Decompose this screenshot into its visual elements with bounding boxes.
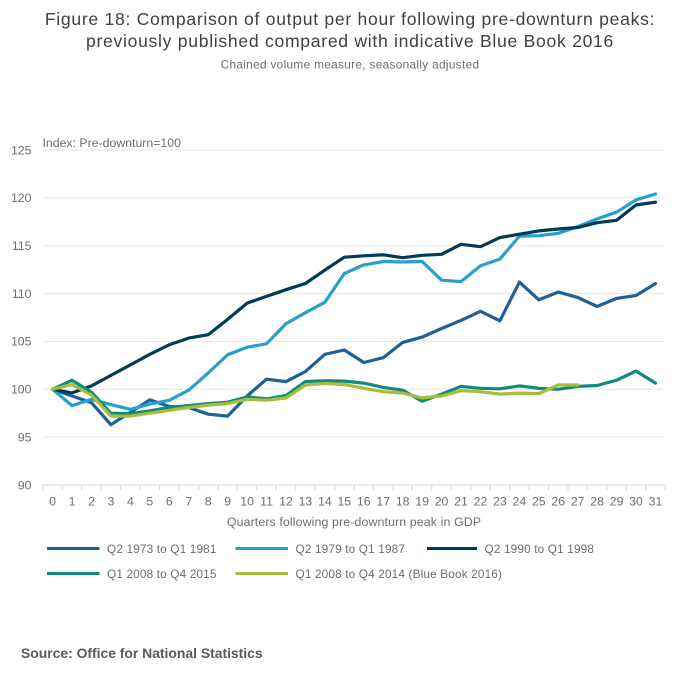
svg-text:14: 14	[318, 495, 332, 509]
svg-text:12: 12	[279, 495, 293, 509]
svg-text:Quarters following pre-downtur: Quarters following pre-downturn peak in …	[227, 515, 481, 529]
svg-text:29: 29	[610, 495, 624, 509]
svg-text:23: 23	[493, 495, 507, 509]
svg-text:21: 21	[454, 495, 468, 509]
svg-text:28: 28	[590, 495, 604, 509]
svg-text:125: 125	[11, 143, 32, 157]
svg-text:8: 8	[205, 495, 212, 509]
svg-text:19: 19	[415, 495, 429, 509]
svg-text:120: 120	[11, 191, 32, 205]
svg-text:4: 4	[127, 495, 134, 509]
svg-text:30: 30	[629, 495, 643, 509]
svg-text:24: 24	[513, 495, 527, 509]
svg-text:9: 9	[224, 495, 231, 509]
svg-text:17: 17	[376, 495, 390, 509]
svg-text:Q2 1979 to Q1 1987: Q2 1979 to Q1 1987	[296, 542, 406, 556]
svg-text:previously published compared: previously published compared with indic…	[86, 31, 614, 51]
svg-text:22: 22	[474, 495, 488, 509]
svg-text:10: 10	[240, 495, 254, 509]
svg-text:0: 0	[49, 495, 56, 509]
svg-text:Figure 18: Comparison of outpu: Figure 18: Comparison of output per hour…	[45, 9, 655, 29]
svg-text:Q1 2008 to Q4 2014 (Blue Book: Q1 2008 to Q4 2014 (Blue Book 2016)	[296, 567, 503, 581]
svg-text:Index: Pre-downturn=100: Index: Pre-downturn=100	[43, 136, 182, 150]
svg-text:13: 13	[299, 495, 313, 509]
svg-text:95: 95	[18, 430, 32, 444]
svg-text:7: 7	[185, 495, 192, 509]
svg-text:110: 110	[12, 287, 32, 301]
svg-text:Q1 2008 to Q4 2015: Q1 2008 to Q4 2015	[107, 567, 217, 581]
svg-text:27: 27	[571, 495, 585, 509]
svg-text:20: 20	[435, 495, 449, 509]
svg-text:2: 2	[88, 495, 95, 509]
svg-text:15: 15	[337, 495, 351, 509]
svg-text:100: 100	[11, 383, 32, 397]
svg-text:11: 11	[260, 495, 273, 509]
svg-text:Chained volume measure, season: Chained volume measure, seasonally adjus…	[221, 58, 480, 72]
svg-text:115: 115	[12, 239, 32, 253]
svg-text:Source: Office for National St: Source: Office for National Statistics	[21, 645, 263, 661]
svg-text:105: 105	[11, 335, 32, 349]
svg-text:18: 18	[396, 495, 410, 509]
svg-text:25: 25	[532, 495, 546, 509]
svg-text:6: 6	[166, 495, 173, 509]
svg-text:90: 90	[18, 478, 32, 492]
svg-text:5: 5	[146, 495, 153, 509]
svg-text:26: 26	[551, 495, 565, 509]
svg-text:Q2 1990 to Q1 1998: Q2 1990 to Q1 1998	[485, 542, 595, 556]
svg-text:16: 16	[357, 495, 371, 509]
svg-text:31: 31	[649, 495, 663, 509]
svg-text:Q2 1973 to Q1 1981: Q2 1973 to Q1 1981	[107, 542, 217, 556]
svg-text:3: 3	[108, 495, 115, 509]
svg-text:1: 1	[69, 495, 76, 509]
